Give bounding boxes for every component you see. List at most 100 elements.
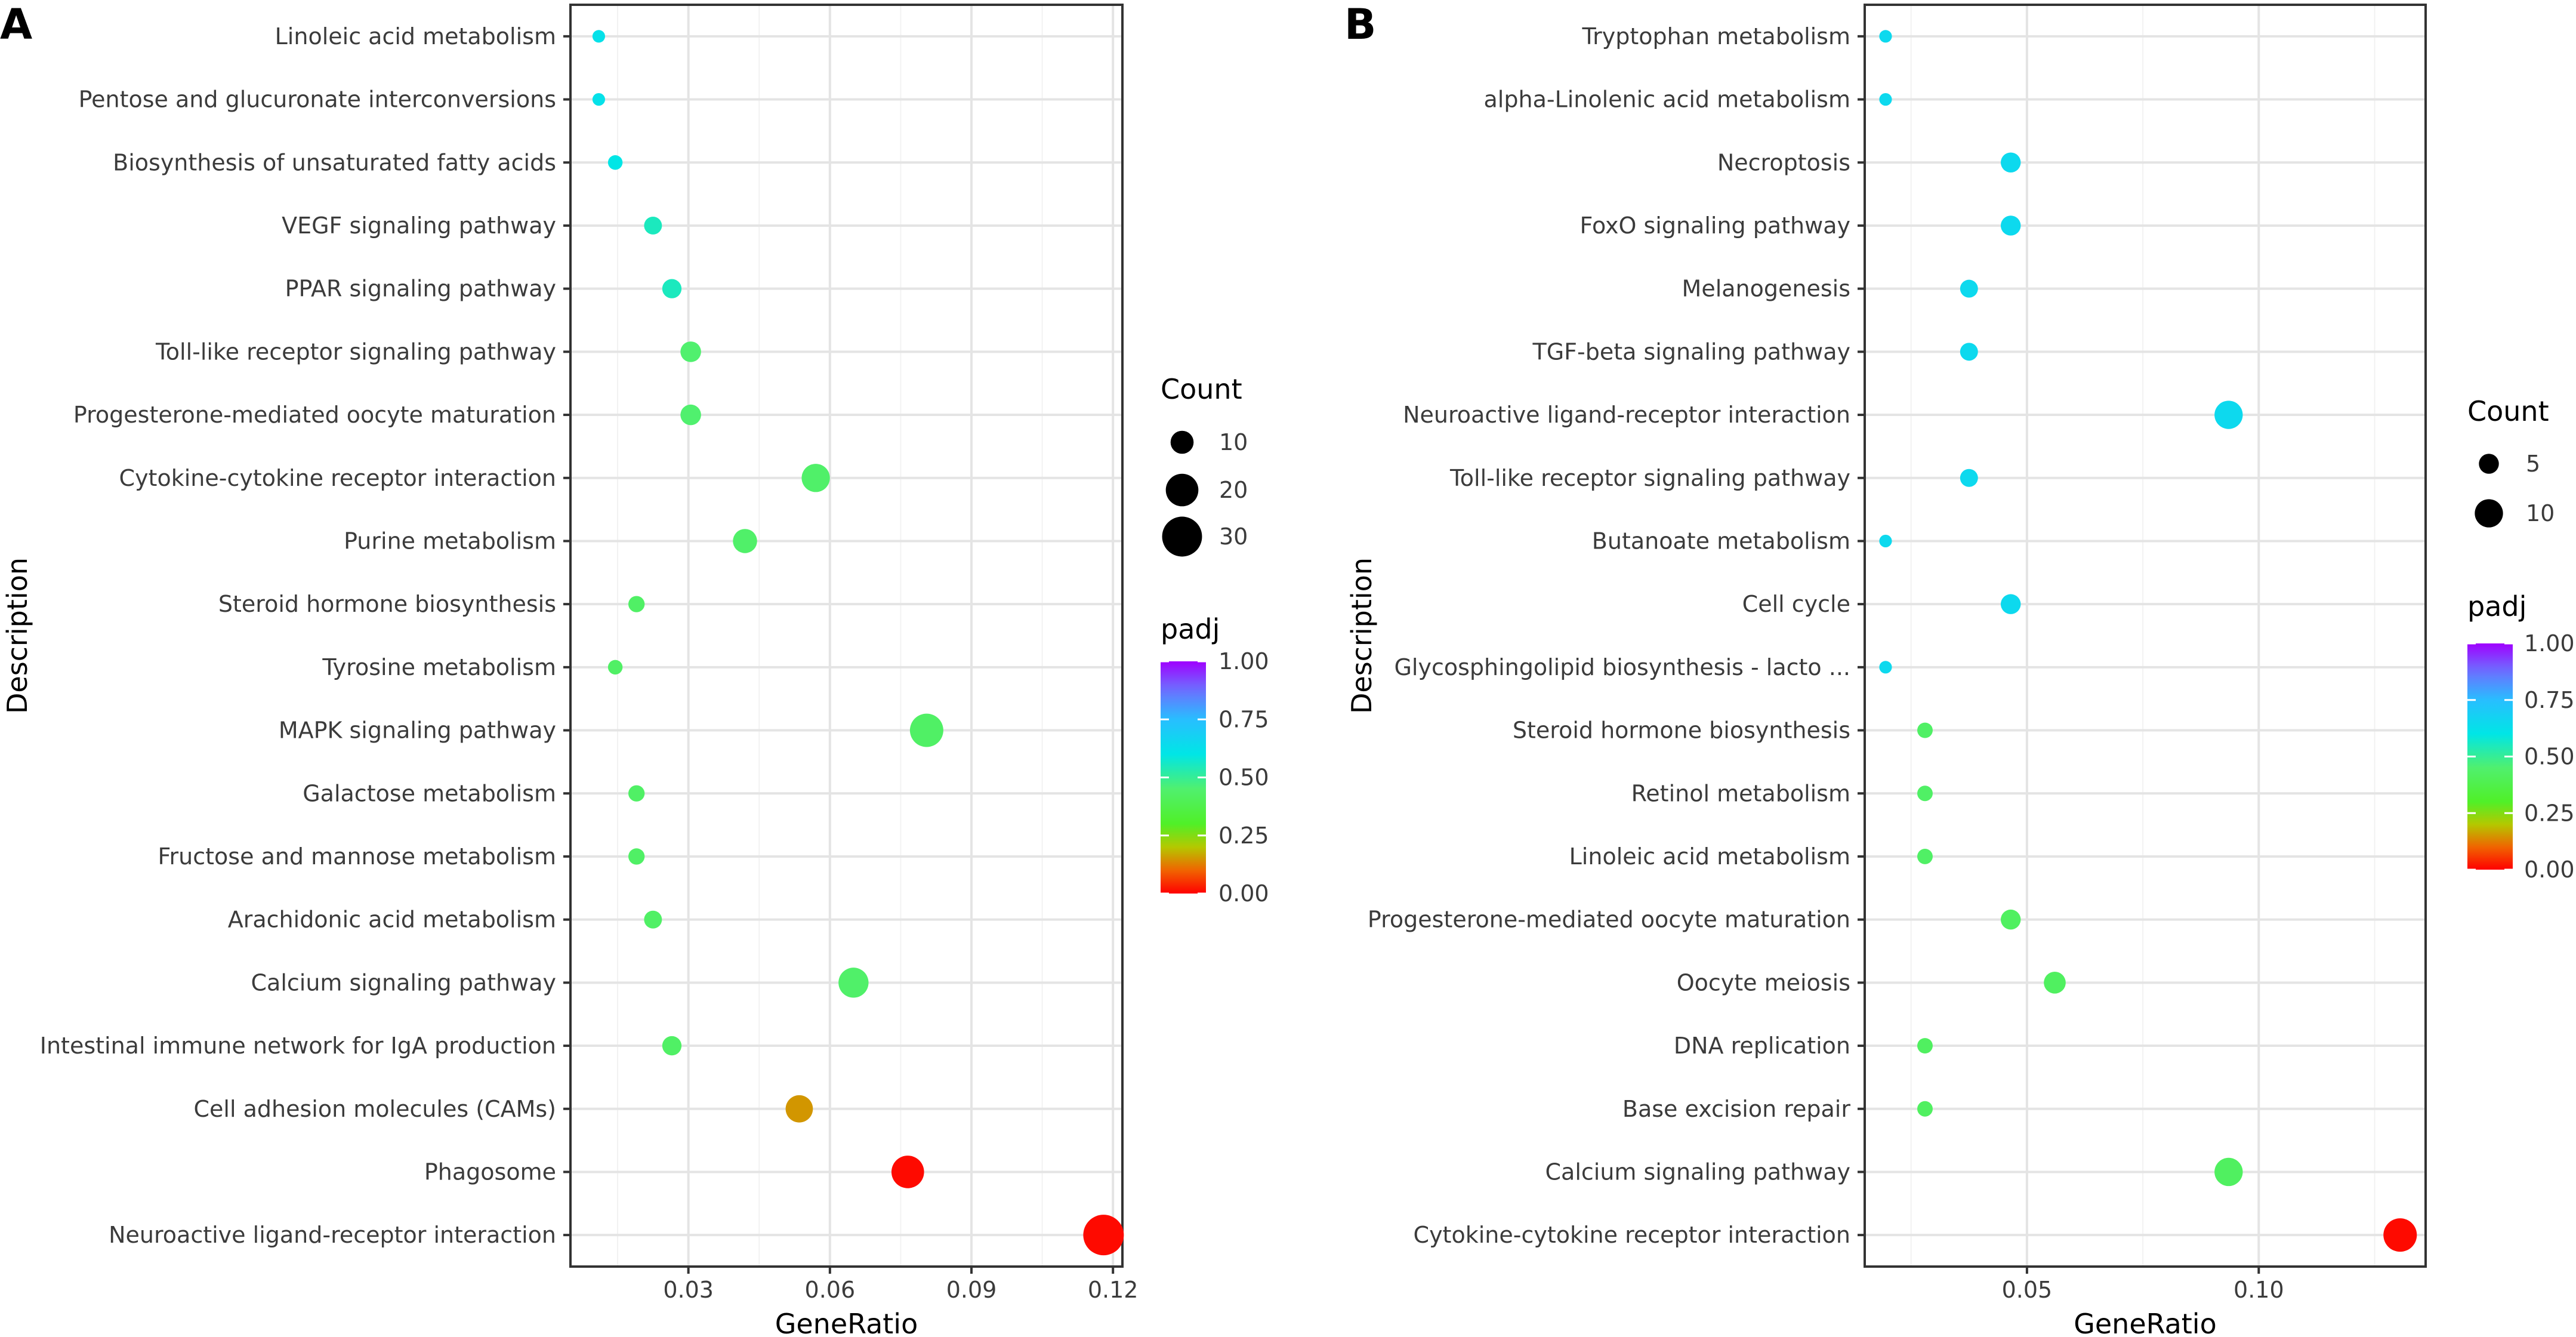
y-tick-label: Purine metabolism bbox=[344, 528, 556, 554]
data-point bbox=[891, 1156, 924, 1188]
data-point bbox=[2214, 401, 2243, 429]
count-legend-label: 5 bbox=[2526, 451, 2540, 477]
colorbar-label: 0.75 bbox=[1218, 706, 1269, 732]
data-point bbox=[680, 404, 701, 426]
data-point bbox=[662, 279, 682, 298]
count-legend-dot bbox=[1165, 473, 1199, 507]
data-point bbox=[801, 464, 830, 492]
data-point bbox=[607, 155, 623, 170]
data-point bbox=[2044, 972, 2066, 994]
count-legend-label: 10 bbox=[1219, 429, 1248, 455]
panel-label: B bbox=[1344, 0, 1376, 49]
y-tick-label: Arachidonic acid metabolism bbox=[228, 907, 556, 933]
x-tick-label: 0.03 bbox=[663, 1277, 714, 1303]
colorbar-label: 0.00 bbox=[1218, 880, 1269, 907]
x-tick-label: 0.06 bbox=[805, 1277, 856, 1303]
y-tick-label: Linoleic acid metabolism bbox=[1569, 843, 1850, 870]
count-legend-label: 20 bbox=[1219, 477, 1248, 503]
data-point bbox=[1960, 469, 1978, 487]
x-axis-title: GeneRatio bbox=[775, 1308, 918, 1337]
plot-area bbox=[1865, 5, 2426, 1267]
data-point bbox=[838, 968, 869, 998]
y-tick-label: Progesterone-mediated oocyte maturation bbox=[73, 402, 556, 428]
y-tick-label: PPAR signaling pathway bbox=[285, 276, 556, 302]
data-point bbox=[2000, 152, 2021, 172]
y-tick-label: Pentose and glucuronate interconversions bbox=[79, 87, 556, 113]
y-tick-label: FoxO signaling pathway bbox=[1579, 212, 1850, 239]
data-point bbox=[1917, 722, 1933, 738]
y-tick-label: Base excision repair bbox=[1622, 1096, 1850, 1122]
count-legend-title: Count bbox=[2467, 395, 2549, 427]
y-tick-label: Cell adhesion molecules (CAMs) bbox=[194, 1096, 557, 1122]
colorbar-label: 0.75 bbox=[2524, 687, 2575, 713]
y-tick-label: Tryptophan metabolism bbox=[1581, 23, 1850, 50]
data-point bbox=[785, 1095, 813, 1123]
data-point bbox=[1879, 534, 1892, 548]
y-tick-label: Neuroactive ligand-receptor interaction bbox=[1403, 402, 1850, 428]
colorbar-label: 0.50 bbox=[2524, 744, 2575, 770]
data-point bbox=[1917, 1101, 1933, 1117]
colorbar-label: 0.25 bbox=[1218, 822, 1269, 849]
y-tick-label: Progesterone-mediated oocyte maturation bbox=[1368, 907, 1850, 933]
y-tick-label: Tyrosine metabolism bbox=[322, 654, 556, 680]
y-tick-label: Galactose metabolism bbox=[303, 780, 556, 806]
y-tick-label: Phagosome bbox=[424, 1159, 556, 1185]
colorbar-label: 0.00 bbox=[2524, 857, 2575, 883]
data-point bbox=[2383, 1218, 2417, 1252]
data-point bbox=[628, 848, 645, 865]
y-tick-label: Glycosphingolipid biosynthesis - lacto .… bbox=[1394, 654, 1850, 680]
data-point bbox=[628, 596, 645, 612]
y-tick-label: Fructose and mannose metabolism bbox=[158, 843, 556, 870]
x-tick-label: 0.05 bbox=[2002, 1277, 2053, 1303]
data-point bbox=[1879, 93, 1892, 106]
count-legend-dot bbox=[1162, 516, 1202, 557]
data-point bbox=[680, 341, 701, 362]
y-tick-label: Toll-like receptor signaling pathway bbox=[155, 338, 556, 365]
data-point bbox=[2000, 909, 2021, 930]
data-point bbox=[628, 785, 645, 802]
y-tick-label: Linoleic acid metabolism bbox=[275, 23, 556, 50]
data-point bbox=[1960, 279, 1978, 298]
data-point bbox=[1917, 1038, 1933, 1054]
y-tick-label: Retinol metabolism bbox=[1631, 780, 1850, 806]
x-tick-label: 0.12 bbox=[1088, 1277, 1139, 1303]
x-tick-label: 0.09 bbox=[946, 1277, 997, 1303]
y-tick-label: alpha-Linolenic acid metabolism bbox=[1484, 87, 1850, 113]
y-tick-label: Steroid hormone biosynthesis bbox=[218, 591, 556, 617]
y-axis-title: Description bbox=[1, 557, 33, 714]
y-tick-label: Melanogenesis bbox=[1682, 276, 1850, 302]
y-tick-label: Intestinal immune network for IgA produc… bbox=[40, 1033, 556, 1059]
data-point bbox=[733, 529, 757, 553]
y-tick-label: MAPK signaling pathway bbox=[279, 717, 556, 744]
data-point bbox=[592, 30, 606, 43]
panel-b: B Tryptophan metabolism alpha-Linolenic ac… bbox=[1344, 0, 2575, 1337]
colorbar-label: 1.00 bbox=[2524, 630, 2575, 657]
y-tick-label: Steroid hormone biosynthesis bbox=[1513, 717, 1850, 744]
colorbar-label: 0.25 bbox=[2524, 800, 2575, 826]
data-point bbox=[2214, 1157, 2243, 1187]
plot-frame bbox=[569, 4, 1124, 1268]
y-tick-label: Cytokine-cytokine receptor interaction bbox=[119, 465, 556, 491]
data-point bbox=[592, 93, 606, 106]
data-point bbox=[2000, 594, 2021, 614]
y-tick-label: DNA replication bbox=[1674, 1033, 1850, 1059]
y-tick-label: Toll-like receptor signaling pathway bbox=[1449, 465, 1850, 491]
data-point bbox=[662, 1036, 682, 1056]
data-point bbox=[1083, 1215, 1124, 1256]
padj-legend-title: padj bbox=[1161, 613, 1220, 645]
panel-label: A bbox=[0, 0, 32, 49]
count-legend-title: Count bbox=[1161, 373, 1242, 405]
count-legend-label: 30 bbox=[1219, 523, 1248, 550]
y-tick-label: TGF-beta signaling pathway bbox=[1532, 338, 1850, 365]
y-axis-title: Description bbox=[1346, 557, 1378, 714]
x-axis-title: GeneRatio bbox=[2074, 1308, 2217, 1337]
x-tick-label: 0.10 bbox=[2233, 1277, 2284, 1303]
y-tick-label: Calcium signaling pathway bbox=[1545, 1159, 1851, 1185]
data-point bbox=[1917, 848, 1933, 864]
data-point bbox=[1879, 661, 1892, 674]
data-point bbox=[1960, 343, 1978, 361]
data-point bbox=[909, 713, 943, 747]
y-tick-label: Necroptosis bbox=[1717, 149, 1850, 175]
padj-legend-title: padj bbox=[2467, 590, 2526, 623]
